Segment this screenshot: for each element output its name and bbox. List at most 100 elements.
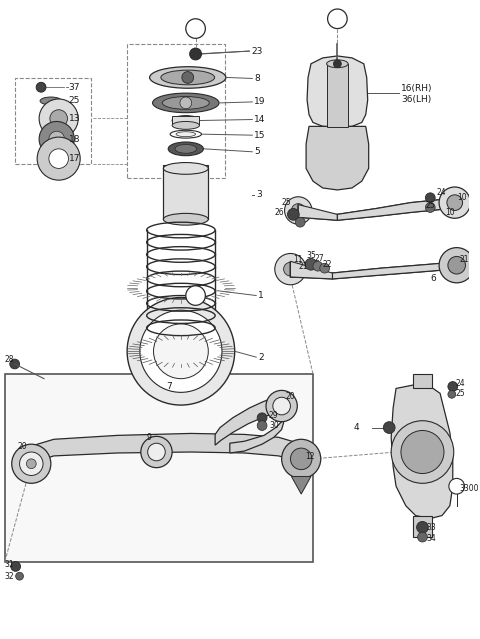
Circle shape xyxy=(182,72,193,83)
Text: 8: 8 xyxy=(254,74,260,83)
Circle shape xyxy=(10,359,20,369)
Text: 3300: 3300 xyxy=(460,484,479,493)
Circle shape xyxy=(127,298,235,405)
Bar xyxy=(163,166,208,219)
Ellipse shape xyxy=(150,66,226,88)
Ellipse shape xyxy=(161,70,215,85)
Text: 25: 25 xyxy=(69,96,80,105)
Circle shape xyxy=(36,82,46,92)
Circle shape xyxy=(439,248,474,283)
Text: 22: 22 xyxy=(323,259,332,269)
Text: 10: 10 xyxy=(445,208,455,217)
Polygon shape xyxy=(298,204,337,220)
Circle shape xyxy=(266,390,297,422)
Text: 28: 28 xyxy=(5,355,14,364)
Text: 37: 37 xyxy=(69,82,80,92)
Text: 19: 19 xyxy=(254,97,266,107)
Text: 6: 6 xyxy=(430,274,436,284)
Text: 17: 17 xyxy=(69,154,80,163)
Circle shape xyxy=(290,448,312,470)
Ellipse shape xyxy=(175,144,197,153)
Circle shape xyxy=(275,254,306,285)
Text: 12: 12 xyxy=(305,452,314,461)
Text: 27: 27 xyxy=(315,254,324,263)
Text: 24: 24 xyxy=(456,379,465,388)
Bar xyxy=(413,516,432,537)
Circle shape xyxy=(448,390,456,398)
Circle shape xyxy=(39,121,74,157)
Ellipse shape xyxy=(326,60,348,68)
Polygon shape xyxy=(24,433,301,472)
Text: 21: 21 xyxy=(460,255,469,264)
Circle shape xyxy=(334,60,341,68)
Bar xyxy=(172,116,200,125)
Circle shape xyxy=(384,422,395,433)
Circle shape xyxy=(257,413,267,422)
Circle shape xyxy=(11,562,21,571)
Circle shape xyxy=(180,97,192,109)
Circle shape xyxy=(140,310,222,392)
Ellipse shape xyxy=(170,130,202,138)
Circle shape xyxy=(425,203,435,212)
Text: 25: 25 xyxy=(456,389,465,398)
Ellipse shape xyxy=(40,97,61,105)
Text: 1: 1 xyxy=(258,291,264,300)
Circle shape xyxy=(284,262,297,276)
Circle shape xyxy=(447,195,463,210)
Bar xyxy=(5,374,313,562)
Circle shape xyxy=(328,9,347,29)
Circle shape xyxy=(12,444,51,483)
Circle shape xyxy=(186,286,205,305)
Circle shape xyxy=(425,193,435,203)
Text: 20: 20 xyxy=(286,392,295,401)
Circle shape xyxy=(186,19,205,38)
Polygon shape xyxy=(391,385,453,518)
Text: 26: 26 xyxy=(275,208,285,217)
Text: 9: 9 xyxy=(147,433,152,442)
Circle shape xyxy=(282,439,321,479)
Polygon shape xyxy=(306,127,369,190)
Text: A: A xyxy=(334,14,341,24)
Ellipse shape xyxy=(163,213,208,225)
Circle shape xyxy=(154,324,208,379)
Text: 5: 5 xyxy=(254,147,260,157)
Circle shape xyxy=(439,187,470,219)
Polygon shape xyxy=(337,197,452,220)
Text: 18: 18 xyxy=(69,135,80,144)
Text: A: A xyxy=(192,24,199,34)
Bar xyxy=(413,374,432,389)
Circle shape xyxy=(401,431,444,473)
Circle shape xyxy=(26,459,36,468)
Text: 32: 32 xyxy=(5,572,14,581)
Polygon shape xyxy=(333,262,453,279)
Circle shape xyxy=(37,137,80,180)
Text: 13: 13 xyxy=(69,114,80,123)
Polygon shape xyxy=(307,56,368,127)
Ellipse shape xyxy=(162,96,209,109)
Ellipse shape xyxy=(176,132,195,137)
Text: 7: 7 xyxy=(166,382,172,391)
Text: 2: 2 xyxy=(258,353,264,362)
Circle shape xyxy=(190,48,202,60)
Text: 31: 31 xyxy=(5,560,14,569)
Polygon shape xyxy=(290,261,333,279)
Ellipse shape xyxy=(168,142,204,156)
Text: 35: 35 xyxy=(306,251,316,260)
Ellipse shape xyxy=(163,162,208,174)
Text: 34: 34 xyxy=(426,534,436,543)
Circle shape xyxy=(50,110,68,127)
Circle shape xyxy=(448,381,457,391)
Text: 33: 33 xyxy=(426,523,436,532)
Circle shape xyxy=(291,204,305,217)
Text: 21: 21 xyxy=(298,262,308,271)
Text: 30: 30 xyxy=(269,421,279,430)
Text: 20: 20 xyxy=(18,442,27,450)
Circle shape xyxy=(418,532,427,542)
Text: 24: 24 xyxy=(436,189,446,197)
Text: 14: 14 xyxy=(254,115,265,124)
Circle shape xyxy=(391,420,454,483)
Circle shape xyxy=(285,197,312,224)
Text: 3: 3 xyxy=(256,190,262,199)
Text: 25: 25 xyxy=(425,201,435,210)
Circle shape xyxy=(449,479,465,494)
